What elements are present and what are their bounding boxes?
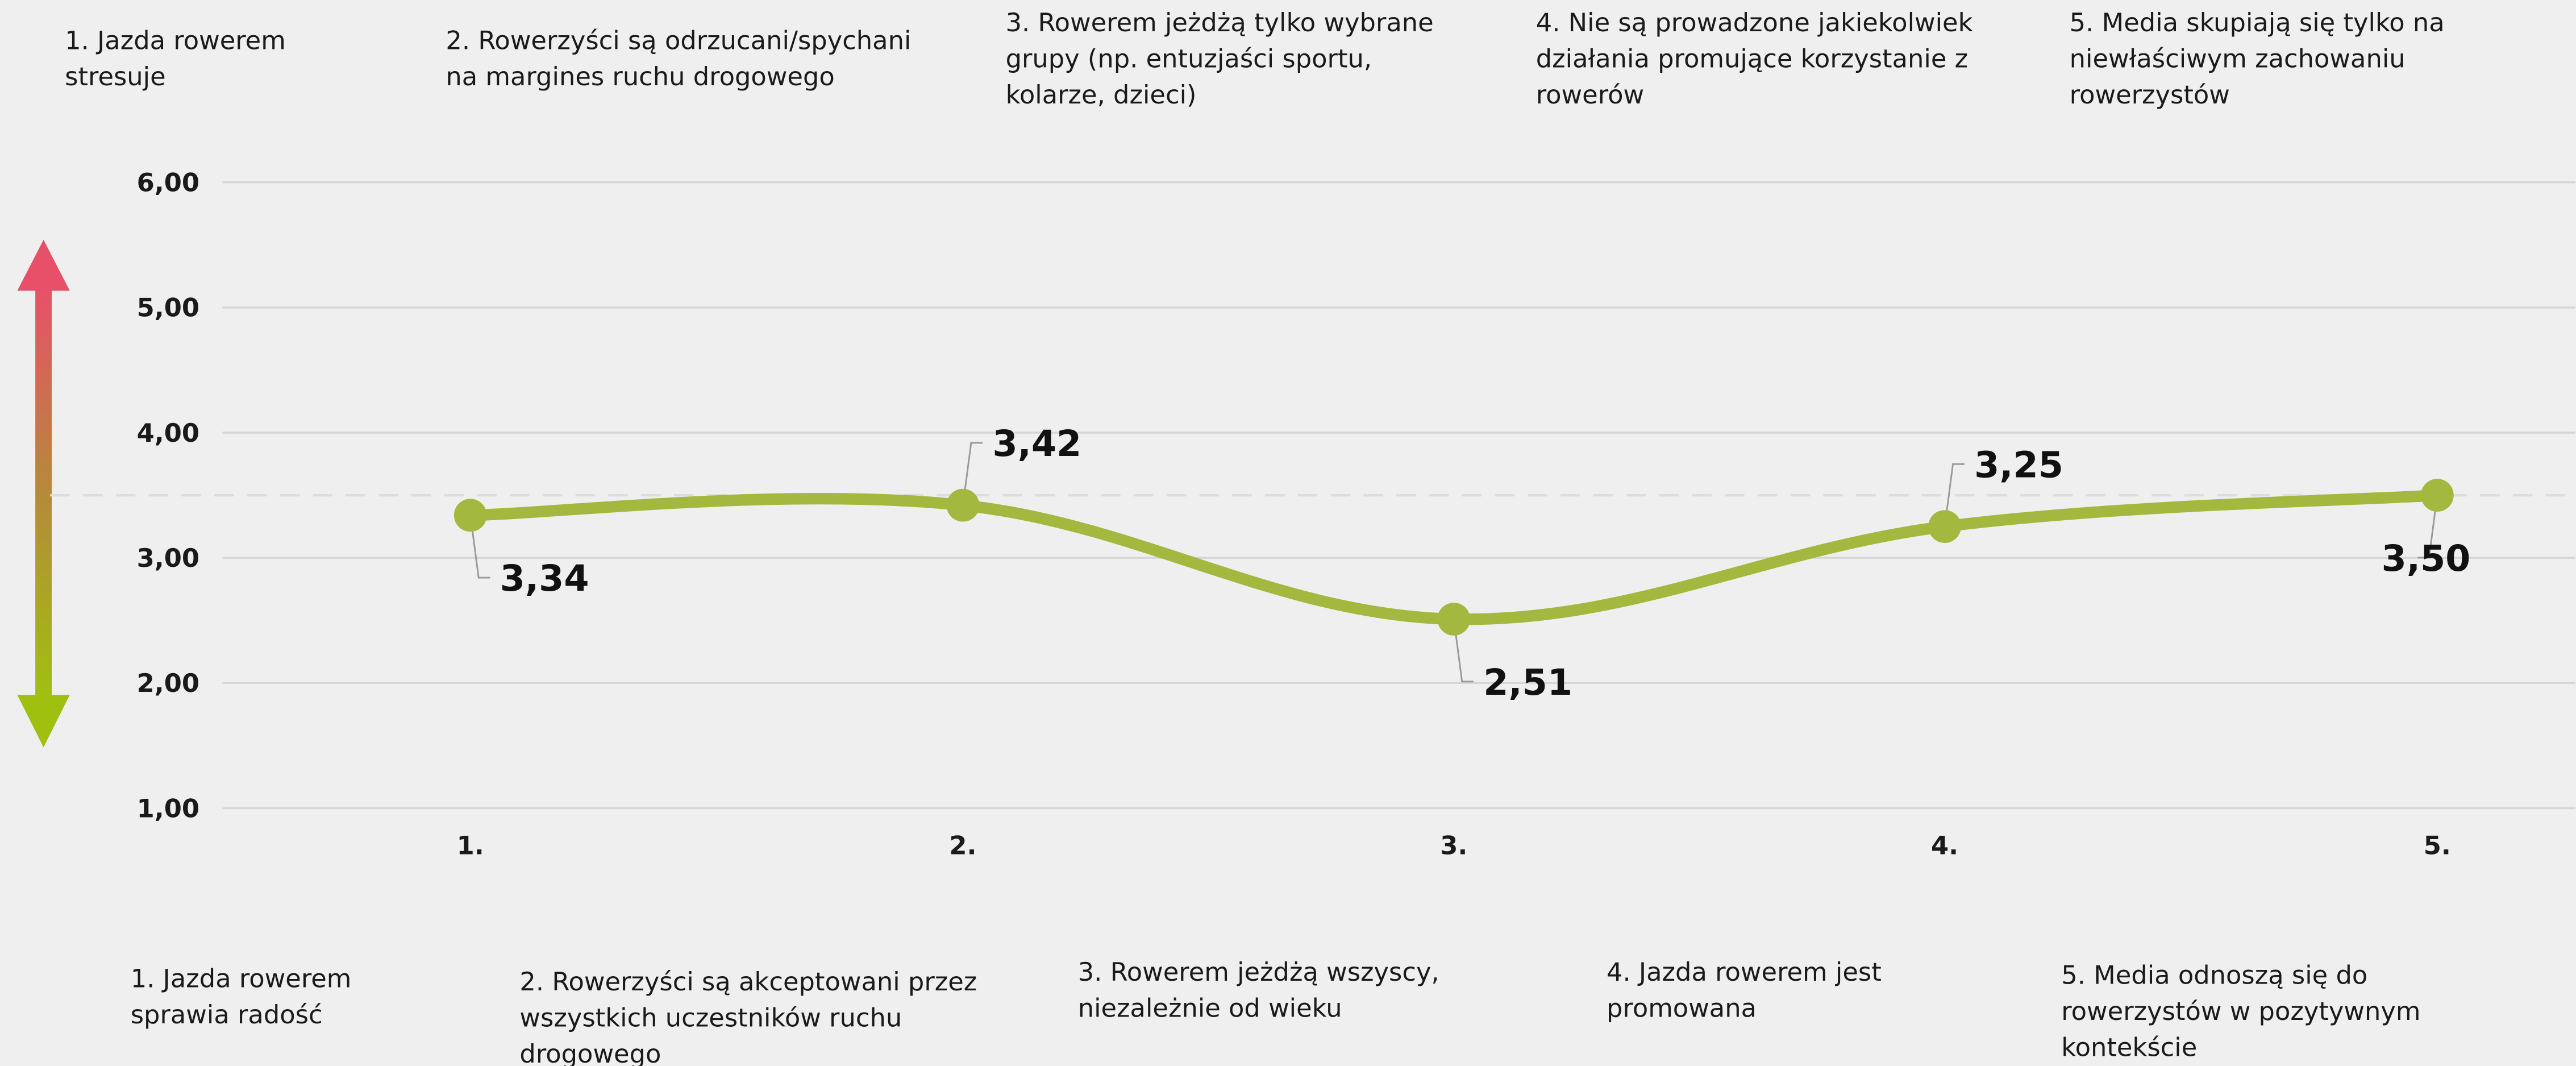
x-tick-label: 1. (457, 830, 484, 860)
annotation: 4. Jazda rowerem jest (1607, 957, 1882, 987)
x-tick-label: 2. (949, 830, 976, 860)
y-tick-label: 3,00 (137, 543, 199, 573)
data-label: 3,42 (992, 422, 1081, 464)
x-tick-label: 3. (1440, 830, 1467, 860)
x-tick-label: 4. (1931, 830, 1958, 860)
annotation: 1. Jazda rowerem (65, 26, 286, 56)
point (453, 499, 487, 532)
annotation: sprawia radość (131, 999, 323, 1030)
leader-line (1453, 619, 1474, 683)
annotation: kontekście (2061, 1032, 2197, 1063)
y-tick-label: 5,00 (137, 293, 199, 323)
annotation: niewłaściwym zachowaniu (2070, 43, 2406, 73)
annotation: na margines ruchu drogowego (446, 61, 834, 92)
annotation: grupy (np. entuzjaści sportu, (1006, 43, 1372, 73)
annotation: 2. Rowerzyści są odrzucani/spychani (446, 26, 911, 56)
y-tick-label: 1,00 (137, 793, 199, 823)
leader-line (2417, 495, 2438, 559)
data-label: 2,51 (1483, 661, 1572, 703)
point (1928, 510, 1962, 543)
annotation: rowerzystów (2070, 80, 2230, 110)
annotation: 5. Media skupiają się tylko na (2070, 7, 2445, 38)
annotation: działania promujące korzystanie z (1536, 43, 1968, 73)
annotation: wszystkich uczestników ruchu (519, 1003, 902, 1033)
point (2420, 479, 2454, 512)
y-tick-label: 4,00 (137, 418, 199, 448)
annotation: stresuje (65, 61, 166, 92)
annotation: rowerzystów w pozytywnym (2061, 996, 2420, 1026)
data-label: 3,50 (2382, 537, 2471, 579)
y-tick-label: 2,00 (137, 668, 199, 698)
leader-line (469, 515, 490, 579)
data-label: 3,25 (1974, 443, 2063, 486)
leader-line (1944, 463, 1965, 527)
annotation: 5. Media odnoszą się do (2061, 960, 2367, 990)
annotation: 4. Nie są prowadzone jakiekolwiek (1536, 7, 1973, 38)
point (1437, 603, 1471, 636)
annotation: 1. Jazda rowerem (131, 963, 352, 993)
data-label: 3,34 (500, 557, 589, 599)
x-tick-label: 5. (2424, 830, 2451, 860)
annotation: promowana (1607, 993, 1757, 1023)
annotation: kolarze, dzieci) (1006, 80, 1197, 110)
scale-arrow (17, 239, 70, 748)
leader-line (962, 442, 983, 505)
annotation: rowerów (1536, 80, 1644, 110)
y-tick-label: 6,00 (137, 168, 199, 198)
annotation: 3. Rowerem jeżdżą tylko wybrane (1006, 7, 1434, 38)
annotation: drogowego (519, 1039, 661, 1066)
annotation: 2. Rowerzyści są akceptowani przez (519, 967, 977, 997)
annotation: 3. Rowerem jeżdżą wszyscy, (1078, 957, 1439, 987)
point (946, 488, 980, 522)
annotation: niezależnie od wieku (1078, 993, 1342, 1023)
